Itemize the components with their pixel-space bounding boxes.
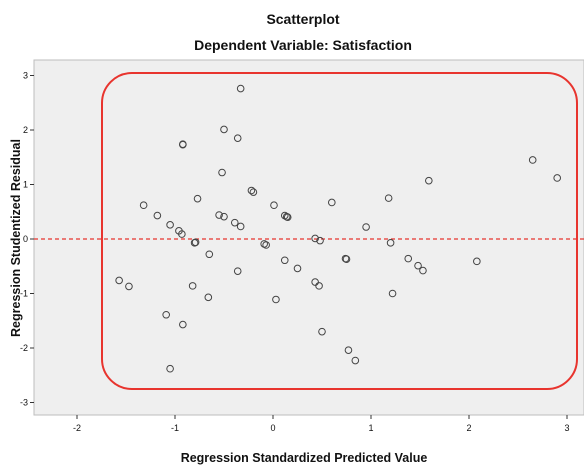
highlight-rounded-rectangle bbox=[101, 72, 578, 390]
y-tick-label: 3 bbox=[23, 71, 28, 81]
scatter-point bbox=[283, 213, 292, 221]
scatter-point bbox=[190, 239, 199, 247]
scatter-point bbox=[233, 267, 242, 275]
scatter-point bbox=[528, 156, 537, 164]
scatter-point bbox=[553, 174, 562, 182]
x-tick-label: 0 bbox=[270, 423, 275, 433]
scatter-point bbox=[193, 194, 202, 203]
y-tick-label: 2 bbox=[23, 125, 28, 135]
x-axis: -2 -1 0 1 2 3 bbox=[73, 415, 570, 433]
scatter-point bbox=[311, 234, 319, 243]
y-tick-label: 1 bbox=[23, 180, 28, 190]
scatter-point bbox=[362, 223, 370, 231]
scatter-point bbox=[293, 264, 302, 273]
scatter-point bbox=[262, 241, 270, 249]
x-tick-label: 3 bbox=[564, 423, 569, 433]
scatter-point bbox=[280, 256, 289, 265]
x-axis-label: Regression Standardized Predicted Value bbox=[181, 451, 428, 465]
scatter-point bbox=[351, 356, 360, 365]
plot-area bbox=[33, 59, 584, 416]
scatter-point bbox=[205, 250, 214, 259]
scatter-point bbox=[188, 282, 197, 290]
scatter-point bbox=[215, 211, 223, 219]
x-tick-label: 2 bbox=[466, 423, 471, 433]
scatter-point bbox=[384, 194, 393, 202]
scatter-point bbox=[425, 176, 433, 185]
scatter-point bbox=[220, 125, 228, 134]
x-tick-label: -2 bbox=[73, 423, 81, 433]
scatter-point bbox=[328, 198, 336, 207]
y-tick-label: 0 bbox=[23, 234, 28, 244]
scatter-point bbox=[311, 278, 319, 286]
y-tick-label: -1 bbox=[20, 289, 28, 299]
scatter-point bbox=[218, 168, 226, 177]
scatter-point bbox=[178, 230, 186, 238]
x-tick-label: 1 bbox=[368, 423, 373, 433]
scatter-point bbox=[166, 221, 174, 229]
scatter-point bbox=[318, 327, 326, 336]
chart-subtitle: Dependent Variable: Satisfaction bbox=[194, 37, 412, 53]
scatter-point bbox=[270, 201, 278, 210]
scatter-point bbox=[260, 240, 268, 248]
scatter-point bbox=[179, 320, 187, 329]
scatter-point bbox=[162, 310, 170, 319]
y-axis: -3 -2 -1 0 1 2 3 bbox=[20, 71, 34, 408]
scatter-point bbox=[404, 254, 413, 263]
scatter-point bbox=[153, 211, 162, 220]
scatter-point bbox=[139, 201, 148, 210]
scatter-point bbox=[344, 346, 353, 354]
scatter-point bbox=[236, 222, 245, 231]
scatter-point bbox=[233, 134, 242, 142]
scatter-point bbox=[204, 293, 213, 302]
scatter-point bbox=[316, 236, 324, 245]
y-tick-label: -2 bbox=[20, 343, 28, 353]
scatter-point bbox=[386, 239, 395, 247]
scatter-point bbox=[272, 295, 280, 304]
scatter-point bbox=[388, 289, 397, 298]
y-tick-label: -3 bbox=[20, 398, 28, 408]
scatter-point bbox=[220, 212, 228, 221]
scatter-points bbox=[115, 84, 562, 373]
scatter-point bbox=[419, 266, 427, 275]
scatter-point bbox=[236, 84, 245, 93]
scatter-point bbox=[115, 276, 123, 285]
scatter-point bbox=[125, 282, 133, 291]
scatter-point bbox=[414, 261, 422, 270]
scatter-point bbox=[342, 255, 351, 263]
scatter-point bbox=[179, 140, 187, 148]
scatter-point bbox=[473, 257, 481, 266]
scatter-point bbox=[230, 218, 239, 227]
x-tick-label: -1 bbox=[171, 423, 179, 433]
scatter-point bbox=[247, 186, 256, 195]
scatter-point bbox=[166, 364, 174, 373]
scatter-point bbox=[315, 282, 323, 290]
scatter-point bbox=[249, 188, 258, 196]
y-axis-label: Regression Studentized Residual bbox=[9, 139, 23, 337]
chart-title: Scatterplot bbox=[266, 11, 339, 27]
